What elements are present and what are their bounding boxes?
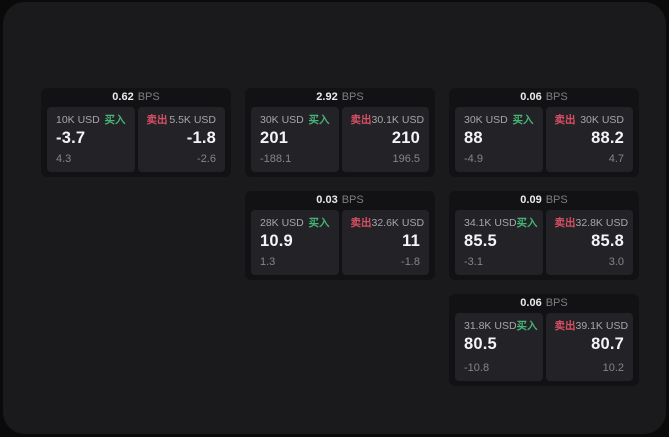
buy-panel[interactable]: 30K USD 买入 201 -188.1 <box>251 107 339 172</box>
bps-unit-label: BPS <box>137 91 160 103</box>
bps-header: 0.09 BPS <box>449 191 639 210</box>
sell-side-label: 卖出 <box>350 114 372 126</box>
buy-value: 88 <box>464 129 483 148</box>
sell-value: 85.8 <box>591 232 624 251</box>
bps-value: 0.06 <box>520 297 542 309</box>
quotes-dashboard-surface: 0.62 BPS 10K USD 买入 -3.7 4.3 卖出 <box>3 2 666 434</box>
sell-panel[interactable]: 卖出 5.5K USD -1.8 -2.6 <box>137 107 225 172</box>
buy-sub-value: -4.9 <box>464 152 483 165</box>
buy-amount: 34.1K USD <box>464 217 517 229</box>
buy-amount: 10K USD <box>56 114 100 126</box>
sell-amount: 32.6K USD <box>371 217 425 229</box>
buy-side-label: 买入 <box>104 114 126 126</box>
sell-panel[interactable]: 卖出 32.8K USD 85.8 3.0 <box>545 210 633 275</box>
buy-sell-panels: 10K USD 买入 -3.7 4.3 卖出 5.5K USD -1.8 -2.… <box>41 107 231 177</box>
sell-sub-value: 196.5 <box>392 152 420 165</box>
sell-panel[interactable]: 卖出 30K USD 88.2 4.7 <box>545 107 633 172</box>
sell-side-label: 卖出 <box>350 217 372 229</box>
buy-amount: 30K USD <box>464 114 508 126</box>
bps-header: 0.06 BPS <box>449 294 639 313</box>
sell-panel[interactable]: 卖出 30.1K USD 210 196.5 <box>341 107 429 172</box>
bps-header: 0.06 BPS <box>449 88 639 107</box>
quote-card[interactable]: 0.09 BPS 34.1K USD 买入 85.5 -3.1 卖出 <box>449 191 639 280</box>
sell-side-label: 卖出 <box>554 114 576 126</box>
sell-sub-value: 10.2 <box>602 361 624 374</box>
buy-value: -3.7 <box>56 129 86 148</box>
buy-panel[interactable]: 30K USD 买入 88 -4.9 <box>455 107 543 172</box>
bps-unit-label: BPS <box>545 194 568 206</box>
buy-sub-value: 1.3 <box>260 255 276 268</box>
buy-sell-panels: 30K USD 买入 88 -4.9 卖出 30K USD 88.2 4.7 <box>449 107 639 177</box>
sell-side-label: 卖出 <box>554 217 576 229</box>
buy-sub-value: -10.8 <box>464 361 490 374</box>
sell-sub-value: 3.0 <box>608 255 624 268</box>
sell-side-label: 卖出 <box>554 320 576 332</box>
sell-panel[interactable]: 卖出 39.1K USD 80.7 10.2 <box>545 313 633 381</box>
buy-value: 10.9 <box>260 232 293 251</box>
sell-amount: 30K USD <box>580 114 624 126</box>
buy-amount: 28K USD <box>260 217 304 229</box>
buy-value: 85.5 <box>464 232 497 251</box>
buy-value: 80.5 <box>464 335 497 354</box>
sell-side-label: 卖出 <box>146 114 168 126</box>
sell-panel[interactable]: 卖出 32.6K USD 11 -1.8 <box>341 210 429 275</box>
buy-side-label: 买入 <box>308 217 330 229</box>
bps-value: 0.06 <box>520 91 542 103</box>
bps-header: 0.62 BPS <box>41 88 231 107</box>
bps-header: 0.03 BPS <box>245 191 435 210</box>
sell-value: 80.7 <box>591 335 624 354</box>
sell-value: 210 <box>391 129 420 148</box>
buy-amount: 30K USD <box>260 114 304 126</box>
buy-sub-value: 4.3 <box>56 152 72 165</box>
bps-unit-label: BPS <box>341 91 364 103</box>
bps-unit-label: BPS <box>341 194 364 206</box>
bps-value: 0.09 <box>520 194 542 206</box>
buy-sub-value: -3.1 <box>464 255 483 268</box>
buy-side-label: 买入 <box>516 217 538 229</box>
bps-header: 2.92 BPS <box>245 88 435 107</box>
bps-value: 0.62 <box>112 91 134 103</box>
buy-side-label: 买入 <box>512 114 534 126</box>
buy-amount: 31.8K USD <box>464 320 517 332</box>
sell-value: -1.8 <box>186 129 216 148</box>
bps-value: 2.92 <box>316 91 338 103</box>
bps-unit-label: BPS <box>545 91 568 103</box>
quote-card[interactable]: 0.03 BPS 28K USD 买入 10.9 1.3 卖出 <box>245 191 435 280</box>
buy-panel[interactable]: 31.8K USD 买入 80.5 -10.8 <box>455 313 543 381</box>
quote-card[interactable]: 2.92 BPS 30K USD 买入 201 -188.1 卖出 <box>245 88 435 177</box>
sell-amount: 32.8K USD <box>575 217 629 229</box>
sell-amount: 30.1K USD <box>371 114 425 126</box>
buy-panel[interactable]: 10K USD 买入 -3.7 4.3 <box>47 107 135 172</box>
buy-sell-panels: 34.1K USD 买入 85.5 -3.1 卖出 32.8K USD 85.8… <box>449 210 639 280</box>
buy-value: 201 <box>260 129 289 148</box>
sell-value: 11 <box>402 232 420 251</box>
sell-sub-value: 4.7 <box>608 152 624 165</box>
bps-unit-label: BPS <box>545 297 568 309</box>
buy-sell-panels: 30K USD 买入 201 -188.1 卖出 30.1K USD 210 1… <box>245 107 435 177</box>
buy-panel[interactable]: 28K USD 买入 10.9 1.3 <box>251 210 339 275</box>
bps-value: 0.03 <box>316 194 338 206</box>
sell-sub-value: -1.8 <box>401 255 420 268</box>
buy-side-label: 买入 <box>516 320 538 332</box>
buy-side-label: 买入 <box>308 114 330 126</box>
buy-sub-value: -188.1 <box>260 152 292 165</box>
quote-card[interactable]: 0.06 BPS 31.8K USD 买入 80.5 -10.8 卖 <box>449 294 639 386</box>
quotes-grid: 0.62 BPS 10K USD 买入 -3.7 4.3 卖出 <box>41 88 639 386</box>
quote-card[interactable]: 0.62 BPS 10K USD 买入 -3.7 4.3 卖出 <box>41 88 231 177</box>
quote-card[interactable]: 0.06 BPS 30K USD 买入 88 -4.9 卖出 <box>449 88 639 177</box>
buy-sell-panels: 31.8K USD 买入 80.5 -10.8 卖出 39.1K USD 80.… <box>449 313 639 386</box>
buy-sell-panels: 28K USD 买入 10.9 1.3 卖出 32.6K USD 11 -1.8 <box>245 210 435 280</box>
sell-sub-value: -2.6 <box>197 152 216 165</box>
sell-amount: 39.1K USD <box>575 320 629 332</box>
sell-value: 88.2 <box>591 129 624 148</box>
sell-amount: 5.5K USD <box>169 114 216 126</box>
buy-panel[interactable]: 34.1K USD 买入 85.5 -3.1 <box>455 210 543 275</box>
